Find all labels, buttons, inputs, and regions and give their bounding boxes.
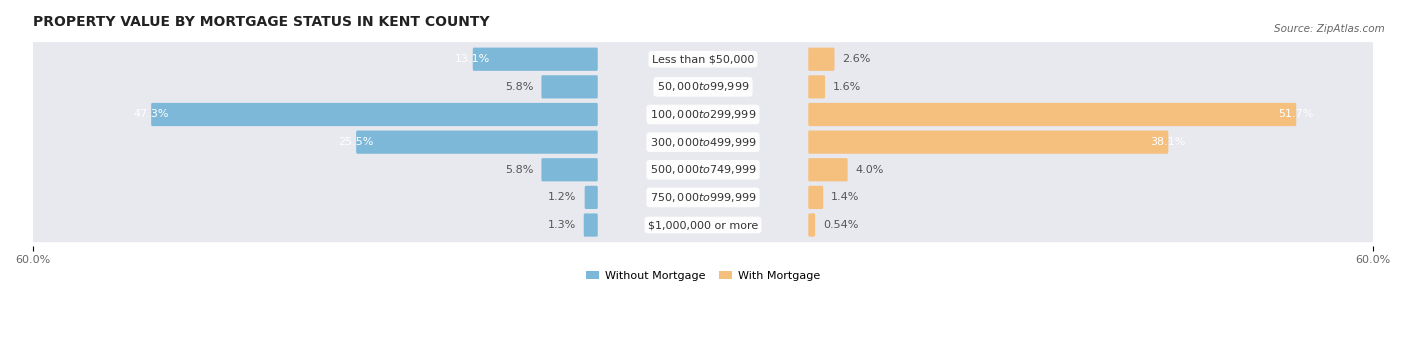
- Text: 5.8%: 5.8%: [505, 82, 533, 92]
- FancyBboxPatch shape: [31, 42, 1375, 76]
- Text: 5.8%: 5.8%: [505, 165, 533, 175]
- Text: $1,000,000 or more: $1,000,000 or more: [648, 220, 758, 230]
- Text: $750,000 to $999,999: $750,000 to $999,999: [650, 191, 756, 204]
- FancyBboxPatch shape: [808, 158, 848, 181]
- Text: 13.1%: 13.1%: [456, 54, 491, 64]
- Text: 0.54%: 0.54%: [823, 220, 859, 230]
- Text: PROPERTY VALUE BY MORTGAGE STATUS IN KENT COUNTY: PROPERTY VALUE BY MORTGAGE STATUS IN KEN…: [32, 15, 489, 29]
- FancyBboxPatch shape: [31, 153, 1375, 187]
- FancyBboxPatch shape: [31, 125, 1375, 159]
- FancyBboxPatch shape: [356, 131, 598, 154]
- FancyBboxPatch shape: [31, 180, 1375, 215]
- Text: 1.2%: 1.2%: [548, 192, 576, 202]
- Text: $300,000 to $499,999: $300,000 to $499,999: [650, 136, 756, 149]
- Text: 2.6%: 2.6%: [842, 54, 870, 64]
- Text: 25.5%: 25.5%: [339, 137, 374, 147]
- FancyBboxPatch shape: [808, 48, 835, 71]
- FancyBboxPatch shape: [472, 48, 598, 71]
- FancyBboxPatch shape: [152, 103, 598, 126]
- FancyBboxPatch shape: [808, 131, 1168, 154]
- FancyBboxPatch shape: [31, 70, 1375, 104]
- Text: 51.7%: 51.7%: [1278, 109, 1315, 119]
- FancyBboxPatch shape: [808, 186, 823, 209]
- Text: 1.3%: 1.3%: [547, 220, 575, 230]
- Text: $50,000 to $99,999: $50,000 to $99,999: [657, 80, 749, 94]
- Text: Less than $50,000: Less than $50,000: [652, 54, 754, 64]
- FancyBboxPatch shape: [31, 97, 1375, 132]
- Legend: Without Mortgage, With Mortgage: Without Mortgage, With Mortgage: [582, 267, 824, 286]
- FancyBboxPatch shape: [808, 75, 825, 99]
- Text: 38.1%: 38.1%: [1150, 137, 1187, 147]
- Text: $100,000 to $299,999: $100,000 to $299,999: [650, 108, 756, 121]
- Text: 1.4%: 1.4%: [831, 192, 859, 202]
- Text: Source: ZipAtlas.com: Source: ZipAtlas.com: [1274, 24, 1385, 34]
- Text: $500,000 to $749,999: $500,000 to $749,999: [650, 163, 756, 176]
- FancyBboxPatch shape: [541, 75, 598, 99]
- FancyBboxPatch shape: [585, 186, 598, 209]
- Text: 1.6%: 1.6%: [834, 82, 862, 92]
- Text: 47.3%: 47.3%: [134, 109, 169, 119]
- Text: 4.0%: 4.0%: [856, 165, 884, 175]
- FancyBboxPatch shape: [541, 158, 598, 181]
- FancyBboxPatch shape: [808, 214, 815, 237]
- FancyBboxPatch shape: [31, 208, 1375, 242]
- FancyBboxPatch shape: [583, 214, 598, 237]
- FancyBboxPatch shape: [808, 103, 1296, 126]
